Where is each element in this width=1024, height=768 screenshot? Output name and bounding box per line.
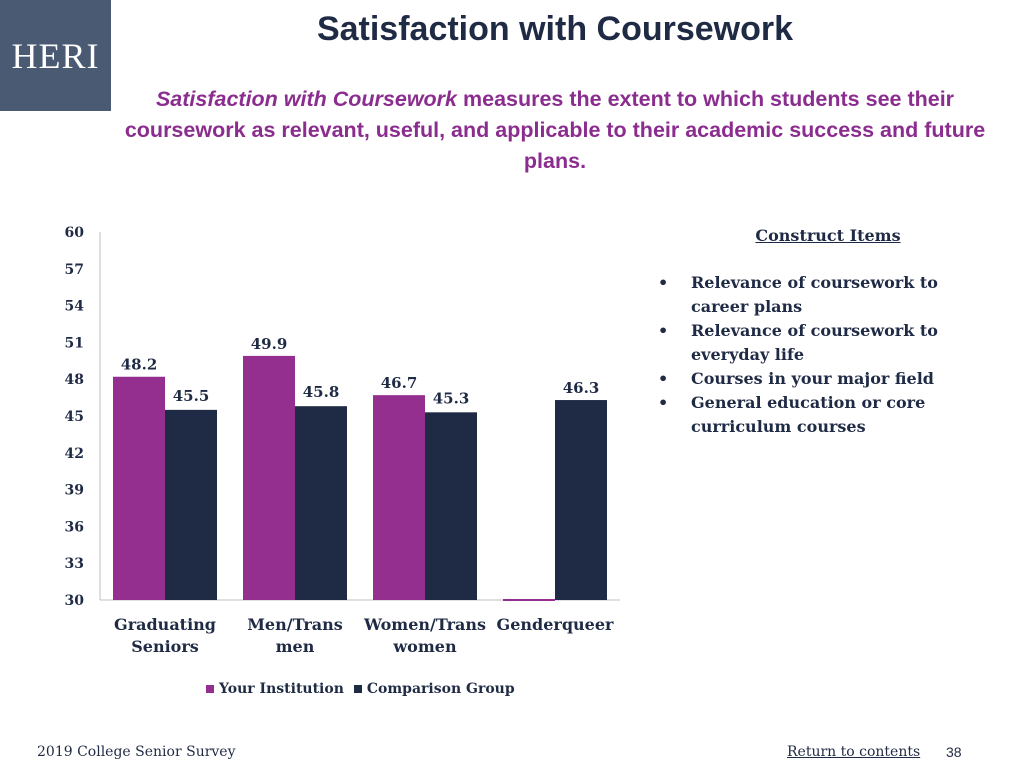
chart-legend: Your Institution Comparison Group [206,681,515,697]
y-tick-label: 48 [65,372,84,388]
legend-item-comparison: Comparison Group [353,681,515,697]
x-category-label: women [392,637,457,656]
bar [555,400,607,600]
subtitle: Satisfaction with Coursework measures th… [120,84,990,177]
data-label: 45.3 [433,389,470,407]
return-to-contents-link[interactable]: Return to contents [787,744,921,760]
data-label: 49.9 [251,335,288,353]
bar [425,412,477,600]
construct-item: General education or core curriculum cou… [655,391,955,439]
construct-items-list: Relevance of coursework to career plans … [655,271,955,439]
construct-items-title: Construct Items [755,226,901,245]
data-label: 48.2 [121,356,158,374]
data-label: 45.5 [173,387,210,405]
y-tick-label: 54 [65,299,85,315]
page-number: 38 [946,744,962,760]
construct-item: Courses in your major field [655,367,955,391]
bar [243,355,295,600]
legend-swatch-comparison [353,685,362,693]
footer-survey-name: 2019 College Senior Survey [37,744,236,760]
y-tick-label: 45 [65,409,84,425]
subtitle-emphasis: Satisfaction with Coursework [155,87,458,111]
y-tick-label: 60 [65,225,85,241]
legend-item-institution: Your Institution [206,681,344,697]
data-label: 45.8 [303,383,340,401]
legend-label-comparison: Comparison Group [366,681,515,697]
legend-label-institution: Your Institution [219,681,344,697]
x-category-label: Men/Trans [247,615,343,634]
bar-chart: 30 33 36 39 42 45 48 51 54 57 60 48.2 45.5 Graduating… [65,225,620,656]
bar [113,376,165,600]
bar [165,409,217,600]
y-tick-label: 30 [65,593,85,609]
legend-swatch-institution [206,685,214,693]
x-category-label: Seniors [131,637,199,656]
heri-logo: HERI [0,0,111,111]
y-tick-label: 57 [65,262,84,278]
bar [295,406,347,600]
construct-items-panel: Construct Items Relevance of coursework … [655,226,955,439]
data-label: 46.7 [381,374,418,392]
bar [373,395,425,600]
page-title: Satisfaction with Coursework [316,10,794,48]
x-category-label: Graduating [114,615,216,634]
y-tick-label: 36 [65,519,84,535]
y-tick-label: 33 [65,556,84,572]
y-tick-label: 51 [65,335,84,351]
y-tick-label: 39 [65,483,84,499]
x-category-label: men [276,637,315,656]
subtitle-text: measures the extent to which students se… [124,87,986,173]
y-tick-label: 42 [65,446,84,462]
logo-text: HERI [11,35,100,76]
construct-item: Relevance of coursework to career plans [655,271,955,319]
construct-item: Relevance of coursework to everyday life [655,319,955,367]
data-label: 46.3 [563,379,600,397]
x-category-label: Women/Trans [363,615,486,634]
bar-empty [503,599,555,601]
x-category-label: Genderqueer [497,615,614,634]
